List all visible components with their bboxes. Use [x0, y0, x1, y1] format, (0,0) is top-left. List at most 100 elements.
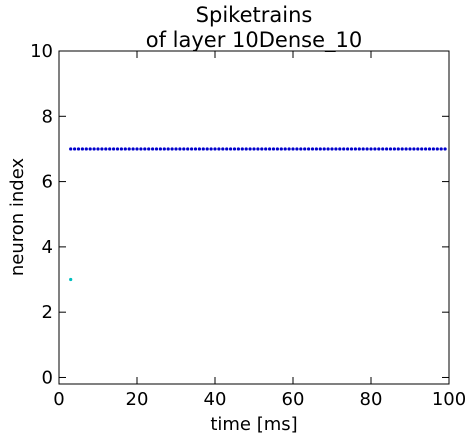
spike-point — [151, 147, 155, 151]
spike-point — [104, 147, 108, 151]
spike-point — [76, 147, 81, 151]
spike-point — [307, 147, 311, 151]
spike-point — [334, 147, 338, 151]
y-axis-label: neuron index — [7, 158, 28, 277]
chart-title-line1: Spiketrains — [196, 3, 313, 27]
spike-point — [314, 147, 318, 151]
spike-point — [69, 147, 73, 151]
spike-points — [69, 147, 447, 282]
x-tick-label: 100 — [432, 389, 466, 410]
spike-point — [283, 147, 287, 151]
spike-point — [346, 147, 350, 151]
spike-point — [193, 147, 198, 151]
spike-point — [88, 147, 92, 151]
spike-point — [229, 147, 233, 151]
spike-point — [131, 147, 135, 151]
spike-point — [174, 147, 178, 151]
spike-point — [373, 147, 377, 151]
spike-point — [147, 147, 151, 151]
spike-point — [256, 147, 260, 151]
spike-point — [416, 147, 420, 151]
x-tick-label: 80 — [360, 389, 383, 410]
spike-point — [84, 147, 88, 151]
y-tick-label: 8 — [42, 106, 53, 127]
spike-point — [431, 147, 435, 151]
spike-point — [408, 147, 412, 151]
spike-point — [252, 147, 256, 151]
spike-point — [170, 147, 174, 151]
spike-point — [166, 147, 170, 151]
spike-point — [232, 147, 237, 151]
spike-point — [221, 147, 225, 151]
spike-point — [404, 147, 408, 151]
x-axis-ticks: 0 20 40 60 80 100 — [53, 51, 466, 410]
spike-point — [264, 147, 268, 151]
spike-point — [310, 147, 315, 151]
spike-point — [291, 147, 295, 151]
spike-point — [427, 147, 432, 151]
y-tick-label: 0 — [42, 367, 53, 388]
spike-point — [190, 147, 194, 151]
spike-point — [443, 147, 447, 151]
spike-point — [369, 147, 373, 151]
spike-point — [365, 147, 369, 151]
spike-point — [108, 147, 112, 151]
spike-point — [201, 147, 205, 151]
spike-point — [244, 147, 248, 151]
spike-point — [353, 147, 357, 151]
spike-point — [400, 147, 404, 151]
spike-point — [92, 147, 96, 151]
spike-point — [279, 147, 283, 151]
spike-point — [385, 147, 389, 151]
spike-point — [213, 147, 217, 151]
spike-point — [182, 147, 186, 151]
spike-point — [299, 147, 303, 151]
spike-point — [412, 147, 416, 151]
spike-point — [205, 147, 209, 151]
x-tick-label: 40 — [204, 389, 227, 410]
chart-title-line2: of layer 10Dense_10 — [146, 28, 362, 53]
y-tick-label: 10 — [30, 41, 53, 62]
spike-point — [217, 147, 221, 151]
spike-point — [162, 147, 166, 151]
spike-point — [326, 147, 330, 151]
y-tick-label: 4 — [42, 237, 53, 258]
x-tick-label: 60 — [282, 389, 305, 410]
spike-point — [158, 147, 162, 151]
spike-point — [119, 147, 123, 151]
spike-point — [318, 147, 322, 151]
spike-point — [388, 147, 393, 151]
spike-point — [115, 147, 120, 151]
spike-point — [322, 147, 326, 151]
spike-point — [197, 147, 201, 151]
plot-area-frame — [58, 50, 450, 385]
spike-point — [435, 147, 439, 151]
spike-point — [377, 147, 381, 151]
spike-point — [439, 147, 443, 151]
spike-point — [268, 147, 272, 151]
spike-point — [143, 147, 147, 151]
spike-point — [127, 147, 131, 151]
spike-point — [135, 147, 139, 151]
y-tick-label: 2 — [42, 302, 53, 323]
spike-point — [271, 147, 276, 151]
spike-point — [275, 147, 279, 151]
spike-point — [186, 147, 190, 151]
spike-point — [209, 147, 213, 151]
spike-point — [178, 147, 182, 151]
spike-point — [342, 147, 346, 151]
spike-point — [225, 147, 229, 151]
spike-point — [392, 147, 396, 151]
x-tick-label: 20 — [126, 389, 149, 410]
x-axis-label: time [ms] — [210, 414, 297, 435]
spike-point — [396, 147, 400, 151]
spike-point — [96, 147, 100, 151]
spike-point — [236, 147, 240, 151]
spike-point — [420, 147, 424, 151]
y-axis-ticks: 0 2 4 6 8 10 — [30, 41, 449, 388]
spike-point — [139, 147, 143, 151]
spike-point — [248, 147, 252, 151]
spike-point — [69, 277, 73, 282]
spike-point — [361, 147, 365, 151]
